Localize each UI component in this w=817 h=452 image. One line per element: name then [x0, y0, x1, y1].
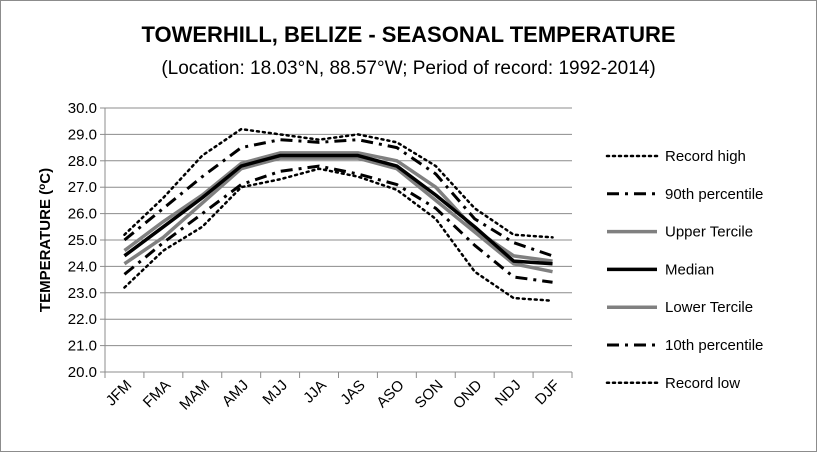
x-tick-label: AMJ: [219, 377, 252, 410]
x-tick-label: FMA: [140, 377, 174, 411]
series-line-record-high: [123, 127, 554, 239]
series-line-10th-percentile: [123, 164, 553, 284]
y-tick-label: 24.0: [68, 258, 97, 275]
legend-label: 90th percentile: [665, 186, 763, 203]
y-tick-label: 30.0: [68, 100, 97, 117]
x-tick-label: MAM: [176, 377, 213, 414]
y-axis-label-prefix: TEMPERATURE (: [37, 190, 54, 312]
axis-layer: 20.0 21.0 22.0 23.0 24.0 25.0 26.0 27.0 28.0 29.0…: [68, 100, 573, 414]
y-tick-label: 26.0: [68, 206, 97, 223]
y-tick-label: 22.0: [68, 311, 97, 328]
chart-subtitle: (Location: 18.03°N, 88.57°W; Period of r…: [161, 58, 656, 79]
y-tick-label: 29.0: [68, 126, 97, 143]
series-line-lower-tercile: [123, 156, 553, 274]
legend: Record high 90th percentile Upper Tercile M…: [605, 148, 763, 392]
y-axis-label-suffix: C): [37, 168, 54, 184]
y-tick-label: 21.0: [68, 338, 97, 355]
y-tick-label: 20.0: [68, 364, 97, 381]
legend-label: Record low: [665, 375, 740, 392]
series-line-90th-percentile: [123, 138, 554, 258]
legend-label: 10th percentile: [665, 337, 763, 354]
legend-label: Record high: [665, 148, 746, 165]
legend-label: Median: [665, 261, 714, 278]
x-tick-label: DJF: [532, 377, 563, 408]
y-tick-label: 27.0: [68, 179, 97, 196]
chart-title: TOWERHILL, BELIZE - SEASONAL TEMPERATURE: [141, 22, 676, 47]
y-tick-label: 25.0: [68, 232, 97, 249]
x-tick-label: JFM: [103, 377, 136, 410]
x-tick-label: NDJ: [492, 377, 525, 410]
x-tick-label: MJJ: [259, 377, 290, 408]
y-tick-label: 28.0: [68, 153, 97, 170]
x-tick-label: ASO: [373, 377, 407, 411]
x-tick-label: OND: [450, 377, 486, 413]
y-axis-label-sup: o: [37, 184, 48, 190]
y-tick-label: 23.0: [68, 285, 97, 302]
legend-label: Upper Tercile: [665, 224, 753, 241]
legend-label: Lower Tercile: [665, 299, 753, 316]
x-tick-label: SON: [412, 377, 447, 412]
series-layer: [123, 127, 554, 302]
grid-layer: [105, 107, 572, 373]
x-tick-label: JAS: [337, 377, 368, 408]
series-line-median: [123, 153, 553, 266]
x-tick-label: JJA: [300, 377, 330, 407]
y-axis-label: TEMPERATURE (oC): [37, 168, 55, 312]
series-line-record-low: [123, 167, 554, 302]
